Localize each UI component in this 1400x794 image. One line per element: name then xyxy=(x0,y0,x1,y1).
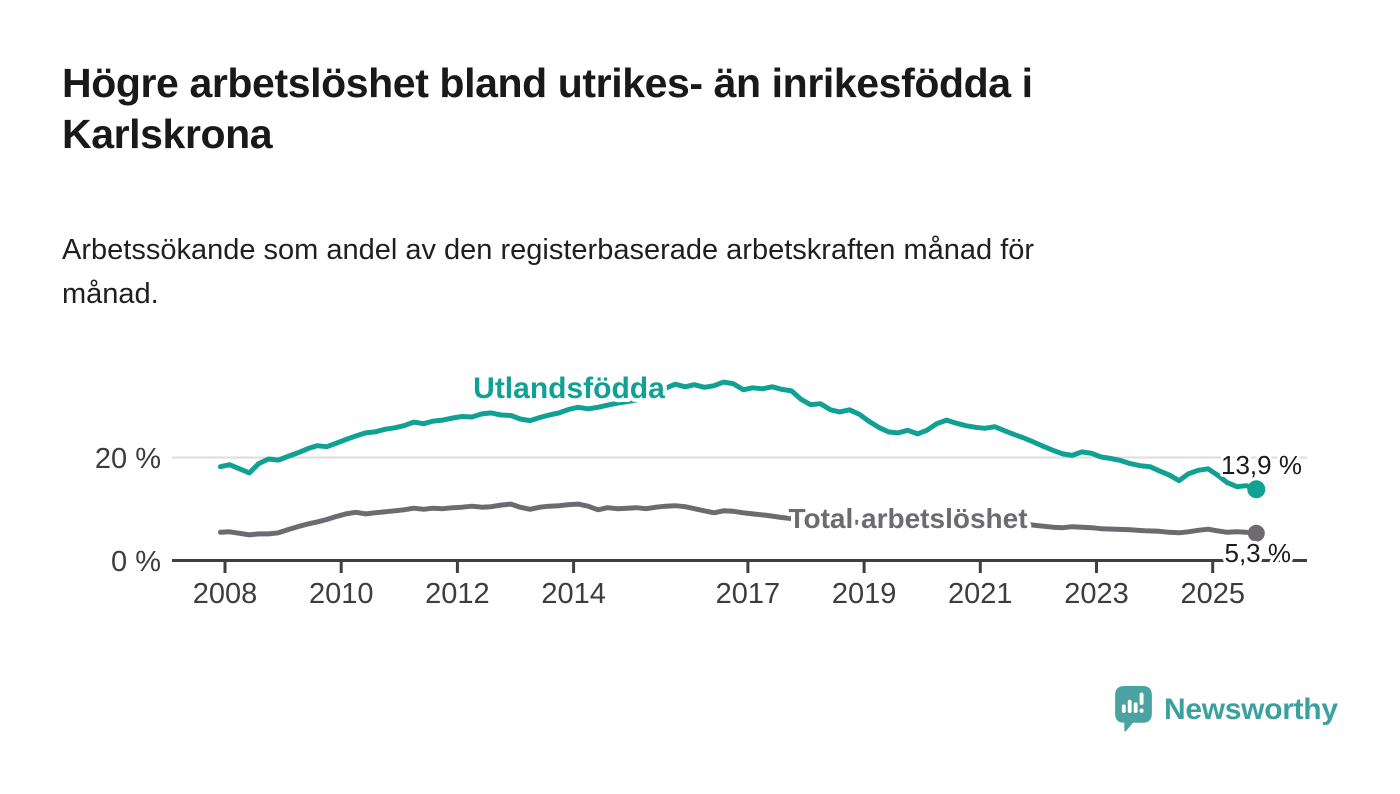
x-tick-label-2021: 2021 xyxy=(948,578,1013,610)
x-tick-label-2010: 2010 xyxy=(309,578,374,610)
x-tick-label-2019: 2019 xyxy=(832,578,897,610)
series-label-utlandsfodda: Utlandsfödda xyxy=(473,372,665,405)
subtitle-line-1: Arbetssökande som andel av den registerb… xyxy=(62,234,1035,266)
title-line-2: Karlskrona xyxy=(62,111,273,157)
newsworthy-logo: Newsworthy xyxy=(1115,686,1338,733)
endpoint-dot-total-arbetsloshet xyxy=(1247,524,1265,542)
newsworthy-logo-icon xyxy=(1115,686,1152,732)
value-label-total-arbetsloshet: 5,3 % xyxy=(1225,538,1292,568)
x-tick-label-2014: 2014 xyxy=(541,578,606,610)
y-axis-label-0: 0 % xyxy=(111,546,161,578)
x-tick-label-2023: 2023 xyxy=(1064,578,1129,610)
series-label-total-arbetsloshet: Total arbetslöshet xyxy=(788,503,1027,534)
newsworthy-logo-text: Newsworthy xyxy=(1164,692,1338,726)
page-title: Högre arbetslöshet bland utrikes- än inr… xyxy=(62,58,1242,160)
x-tick-label-2012: 2012 xyxy=(425,578,490,610)
chart-subtitle: Arbetssökande som andel av den registerb… xyxy=(62,228,1262,316)
endpoint-dot-utlandsfodda xyxy=(1247,480,1266,499)
y-axis-label-20: 20 % xyxy=(95,443,161,475)
title-line-1: Högre arbetslöshet bland utrikes- än inr… xyxy=(62,60,1033,106)
value-label-utlandsfodda: 13,9 % xyxy=(1221,450,1302,480)
x-tick-label-2008: 2008 xyxy=(193,578,258,610)
subtitle-line-2: månad. xyxy=(62,278,159,310)
series-line-utlandsfodda xyxy=(217,379,1259,492)
x-axis-ticks: 2008 2010 2012 2014 2017 2019 2021 2023 2025 xyxy=(193,560,1245,610)
x-tick-label-2025: 2025 xyxy=(1180,578,1245,610)
series-line-total-arbetsloshet xyxy=(217,501,1259,538)
x-tick-label-2017: 2017 xyxy=(716,578,781,610)
